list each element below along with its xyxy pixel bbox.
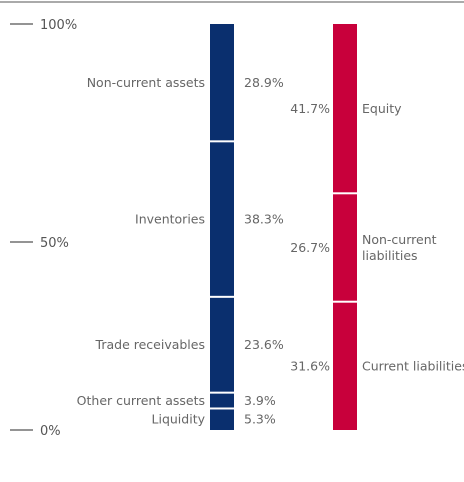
bar-1-segment-3: [210, 297, 234, 392]
bar-1-segment-5: [210, 24, 234, 141]
bar-2-segment-2: [333, 194, 357, 301]
bar-1-segment-1: [210, 409, 234, 430]
value-label-2-2: 26.7%: [290, 240, 330, 255]
category-label-2-3: Equity: [362, 101, 402, 116]
bar-1-segment-2: [210, 393, 234, 408]
value-label-1-4: 38.3%: [244, 212, 284, 227]
category-label-2-2: Non-current liabilities: [362, 232, 437, 263]
y-axis: 100% 50% 0%: [10, 18, 77, 439]
category-label-1-1: Liquidity: [152, 412, 206, 427]
category-label-1-3: Trade receivables: [95, 337, 205, 352]
bar-1-segment-4: [210, 142, 234, 296]
bar-2-segment-1: [333, 302, 357, 430]
value-label-2-1: 31.6%: [290, 358, 330, 373]
value-label-1-1: 5.3%: [244, 412, 276, 427]
value-label-1-5: 28.9%: [244, 75, 284, 90]
bar-2-segment-3: [333, 24, 357, 193]
category-label-1-4: Inventories: [135, 212, 205, 227]
tick-label-0: 0%: [40, 424, 61, 439]
category-label-1-2: Other current assets: [77, 393, 205, 408]
value-label-2-3: 41.7%: [290, 101, 330, 116]
tick-label-100: 100%: [40, 18, 77, 33]
category-label-2-1: Current liabilities: [362, 358, 464, 373]
category-label-1-5: Non-current assets: [87, 75, 205, 90]
bars: 5.3% Liquidity 3.9% Other current assets 23.…: [77, 24, 464, 430]
value-label-1-2: 3.9%: [244, 393, 276, 408]
tick-label-50: 50%: [40, 236, 69, 251]
value-label-1-3: 23.6%: [244, 337, 284, 352]
